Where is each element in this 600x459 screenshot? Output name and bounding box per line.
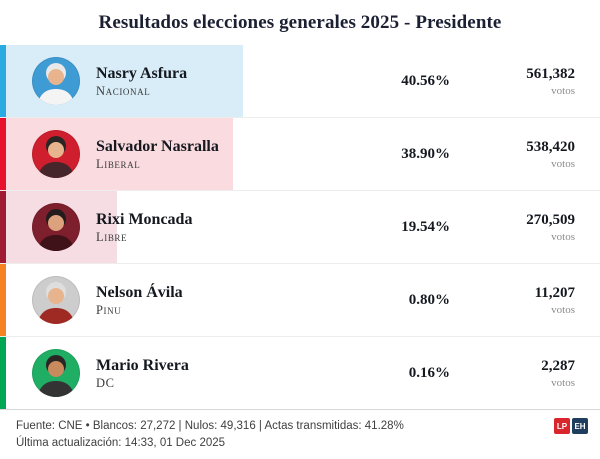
candidate-party: Pinu [96, 302, 122, 317]
candidate-party: DC [96, 375, 115, 390]
candidate-avatar [32, 203, 80, 251]
vote-percentage: 19.54% [401, 218, 450, 235]
candidate-name: Nasry Asfura [96, 64, 188, 82]
person-silhouette-icon [37, 136, 75, 178]
lp-logo: LP [554, 418, 570, 434]
candidate-identity: Mario Rivera DC [96, 356, 335, 391]
candidate-avatar [32, 130, 80, 178]
vote-count-block: 2,287 votos [450, 357, 600, 389]
candidate-name: Rixi Moncada [96, 210, 193, 228]
vote-percentage: 0.16% [408, 364, 450, 381]
vote-percentage: 40.56% [401, 72, 450, 89]
candidate-row: Rixi Moncada Libre 19.54% 270,509 votos [0, 191, 600, 264]
candidate-party: Liberal [96, 156, 141, 171]
candidate-avatar [32, 57, 80, 105]
party-color-bar [0, 264, 6, 336]
candidate-avatar [32, 349, 80, 397]
candidate-row: Salvador Nasralla Liberal 38.90% 538,420… [0, 118, 600, 191]
candidate-identity: Nasry Asfura Nacional [96, 64, 335, 99]
person-silhouette-icon [37, 355, 75, 397]
candidate-party: Libre [96, 229, 128, 244]
person-silhouette-icon [37, 209, 75, 251]
votes-unit-label: votos [551, 303, 575, 316]
party-color-bar [0, 191, 6, 263]
candidate-identity: Salvador Nasralla Liberal [96, 137, 335, 172]
candidate-row: Nasry Asfura Nacional 40.56% 561,382 vot… [0, 45, 600, 118]
vote-count-block: 561,382 votos [450, 65, 600, 97]
votes-unit-label: votos [551, 230, 575, 243]
vote-count: 2,287 [541, 357, 575, 374]
footer: Fuente: CNE • Blancos: 27,272 | Nulos: 4… [0, 410, 600, 459]
vote-count: 11,207 [534, 284, 575, 301]
vote-count-block: 538,420 votos [450, 138, 600, 170]
brand-logos: LP EH [554, 418, 588, 434]
vote-percentage: 38.90% [401, 145, 450, 162]
party-color-bar [0, 118, 6, 190]
votes-unit-label: votos [551, 157, 575, 170]
candidate-row: Mario Rivera DC 0.16% 2,287 votos [0, 337, 600, 409]
candidate-avatar [32, 276, 80, 324]
candidate-identity: Rixi Moncada Libre [96, 210, 335, 245]
vote-count-block: 270,509 votos [450, 211, 600, 243]
person-silhouette-icon [37, 63, 75, 105]
votes-unit-label: votos [551, 84, 575, 97]
header: Resultados elecciones generales 2025 - P… [0, 0, 600, 45]
candidate-name: Nelson Ávila [96, 283, 183, 301]
vote-count: 561,382 [526, 65, 575, 82]
vote-count: 538,420 [526, 138, 575, 155]
source-line: Fuente: CNE • Blancos: 27,272 | Nulos: 4… [16, 420, 404, 432]
candidate-name: Salvador Nasralla [96, 137, 219, 155]
candidate-list: Nasry Asfura Nacional 40.56% 561,382 vot… [0, 45, 600, 410]
eh-logo: EH [572, 418, 588, 434]
candidate-row: Nelson Ávila Pinu 0.80% 11,207 votos [0, 264, 600, 337]
results-title: Resultados elecciones generales 2025 - P… [98, 11, 502, 33]
party-color-bar [0, 45, 6, 117]
vote-count: 270,509 [526, 211, 575, 228]
last-updated-line: Última actualización: 14:33, 01 Dec 2025 [16, 437, 226, 450]
party-color-bar [0, 337, 6, 409]
candidate-party: Nacional [96, 83, 151, 98]
vote-percentage: 0.80% [408, 291, 450, 308]
votes-unit-label: votos [551, 376, 575, 389]
candidate-identity: Nelson Ávila Pinu [96, 283, 335, 318]
person-silhouette-icon [37, 282, 75, 324]
vote-count-block: 11,207 votos [450, 284, 600, 316]
candidate-name: Mario Rivera [96, 356, 189, 374]
